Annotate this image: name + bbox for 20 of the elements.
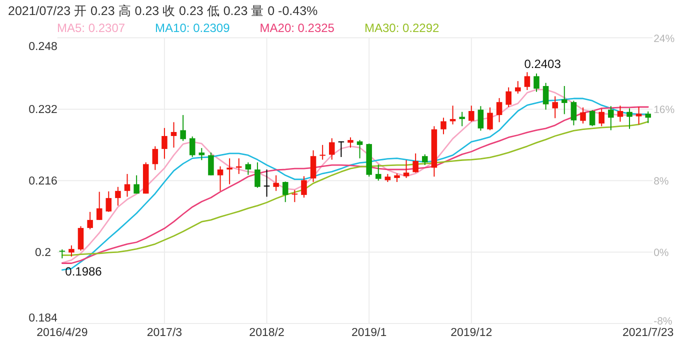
x-tick-label: 2021/7/23 xyxy=(622,327,674,337)
chart-title: 2021/07/23 开 0.23 高 0.23 收 0.23 低 0.23 量 0 -0.43% xyxy=(8,3,318,18)
annotation: 0.2403 xyxy=(524,57,562,72)
legend: MA5: 0.2307 MA10: 0.2309 MA20: 0.2325 MA30: 0.2292 xyxy=(57,21,440,35)
annotation: 0.1986 xyxy=(65,264,102,278)
x-tick-label: 2017/3 xyxy=(146,327,182,337)
y2-tick-label: 16% xyxy=(654,104,675,116)
x-tick-label: 2019/1 xyxy=(351,327,387,337)
y2-tick-label: 24% xyxy=(654,32,675,45)
y2-tick-label: 8% xyxy=(654,176,669,188)
x-tick-label: 2016/4/29 xyxy=(36,327,88,337)
y-tick-label: 0.2 xyxy=(35,247,51,260)
x-tick-label: 2018/2 xyxy=(249,327,284,337)
y2-tick-label: -8% xyxy=(654,316,672,328)
y-tick-label: 0.216 xyxy=(28,176,58,188)
y-tick-label: 0.232 xyxy=(28,104,58,116)
y-tick-label: 0.248 xyxy=(28,40,58,53)
y2-tick-label: 0% xyxy=(654,247,669,260)
x-tick-label: 2019/12 xyxy=(450,327,492,337)
y-tick-label: 0.184 xyxy=(28,312,58,324)
